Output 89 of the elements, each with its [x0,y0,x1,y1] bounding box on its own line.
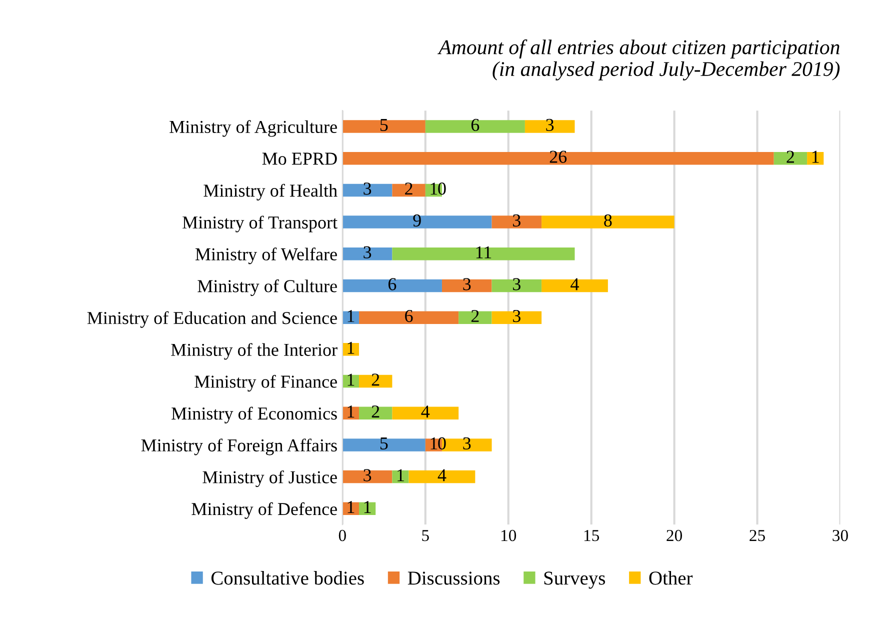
data-label: 3 [463,278,471,290]
bar [492,279,542,292]
data-label: 1 [348,310,354,322]
data-label: 0 [438,182,446,195]
bar [359,311,459,324]
bar [408,470,476,484]
data-label: 3 [513,278,520,290]
data-label: 1 [348,501,354,513]
data-label: 8 [604,214,612,227]
x-tick-label: 10 [501,530,516,542]
bar [342,248,392,260]
data-label: 11 [476,246,492,258]
y-tick-label: Ministry of Agriculture [170,120,337,137]
data-label: 2 [405,182,412,195]
data-label: 1 [348,342,354,354]
x-tick-label: 20 [666,530,682,542]
data-label: 4 [438,469,446,482]
y-tick-label: Ministry of Education and Science [87,311,337,328]
data-label: 1 [364,501,371,513]
data-label: 6 [388,278,396,290]
y-tick-label: Ministry of Health [204,184,338,200]
bar [392,248,575,260]
bar [342,120,426,133]
bar [342,279,442,292]
data-label: 4 [421,406,430,418]
data-label: 6 [405,310,413,322]
bar [425,120,525,133]
data-label: 3 [513,214,520,227]
bar [492,311,542,324]
bar [342,152,774,165]
data-label: 2 [372,405,380,418]
data-label: 6 [471,118,480,132]
data-label: 3 [463,437,471,450]
x-tick-label: 15 [584,530,600,542]
y-tick-label: Ministry of the Interior [171,343,338,360]
x-tick-label: 25 [750,530,765,542]
bar [774,152,808,165]
data-label: 2 [471,310,479,322]
bar [392,406,459,420]
data-label: 1 [430,437,438,450]
data-label: 26 [550,150,567,163]
data-label: 3 [546,118,554,132]
y-tick-label: Mo EPRD [262,152,337,165]
y-tick-label: Ministry of Finance [194,374,337,392]
bar [392,470,409,484]
bar [392,184,426,197]
y-tick-label: Ministry of Economics [172,406,337,424]
y-tick-label: Ministry of Foreign Affairs [141,438,337,456]
bar [342,470,392,484]
bar [542,216,674,228]
data-label: 3 [364,469,372,482]
legend-label: Surveys [544,572,606,589]
x-tick-label: 0 [338,530,346,542]
data-label: 2 [786,150,794,163]
bar [342,438,426,452]
legend-label: Consultative bodies [211,571,364,585]
data-label: 1 [812,150,819,163]
data-label: 5 [380,119,388,132]
data-label: 1 [398,469,404,482]
data-label: 5 [380,437,388,450]
bar [359,406,392,420]
data-label: 3 [513,310,520,322]
bar [458,311,492,324]
y-tick-label: Ministry of Justice [202,470,337,488]
bar [342,184,392,197]
bar [342,216,492,228]
data-label: 2 [372,374,380,386]
x-tick-label: 30 [832,530,848,542]
chart-title: Amount of all entries about citizen participation (in analysed period July-December 2019) [438,39,840,80]
data-label: 4 [570,278,579,290]
y-tick-label: Ministry of Welfare [195,248,337,264]
data-label: 3 [364,182,372,195]
data-label: 0 [438,437,446,450]
data-label: 3 [364,246,372,258]
y-tick-label: Ministry of Defence [192,502,337,519]
data-label: 1 [348,374,354,386]
bar [542,279,608,292]
bar [492,216,542,228]
bar [524,120,575,133]
x-tick-label: 5 [422,530,429,542]
data-label: 1 [348,406,354,418]
bar [359,374,392,388]
legend-label: Other [649,571,693,585]
data-label: 1 [430,182,438,195]
y-tick-label: Ministry of Culture [198,279,337,296]
legend-label: Discussions [408,572,500,585]
data-label: 9 [413,214,421,227]
y-tick-label: Ministry of Transport [182,216,338,232]
bar [442,279,492,292]
